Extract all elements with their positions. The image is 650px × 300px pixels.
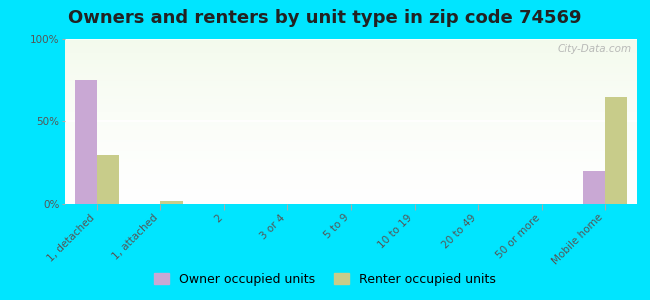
- Text: City-Data.com: City-Data.com: [557, 44, 631, 54]
- Bar: [97, 154, 119, 204]
- Text: Owners and renters by unit type in zip code 74569: Owners and renters by unit type in zip c…: [68, 9, 582, 27]
- Bar: [583, 171, 605, 204]
- Legend: Owner occupied units, Renter occupied units: Owner occupied units, Renter occupied un…: [149, 268, 501, 291]
- Bar: [75, 80, 97, 204]
- Bar: [605, 97, 627, 204]
- Bar: [161, 201, 183, 204]
